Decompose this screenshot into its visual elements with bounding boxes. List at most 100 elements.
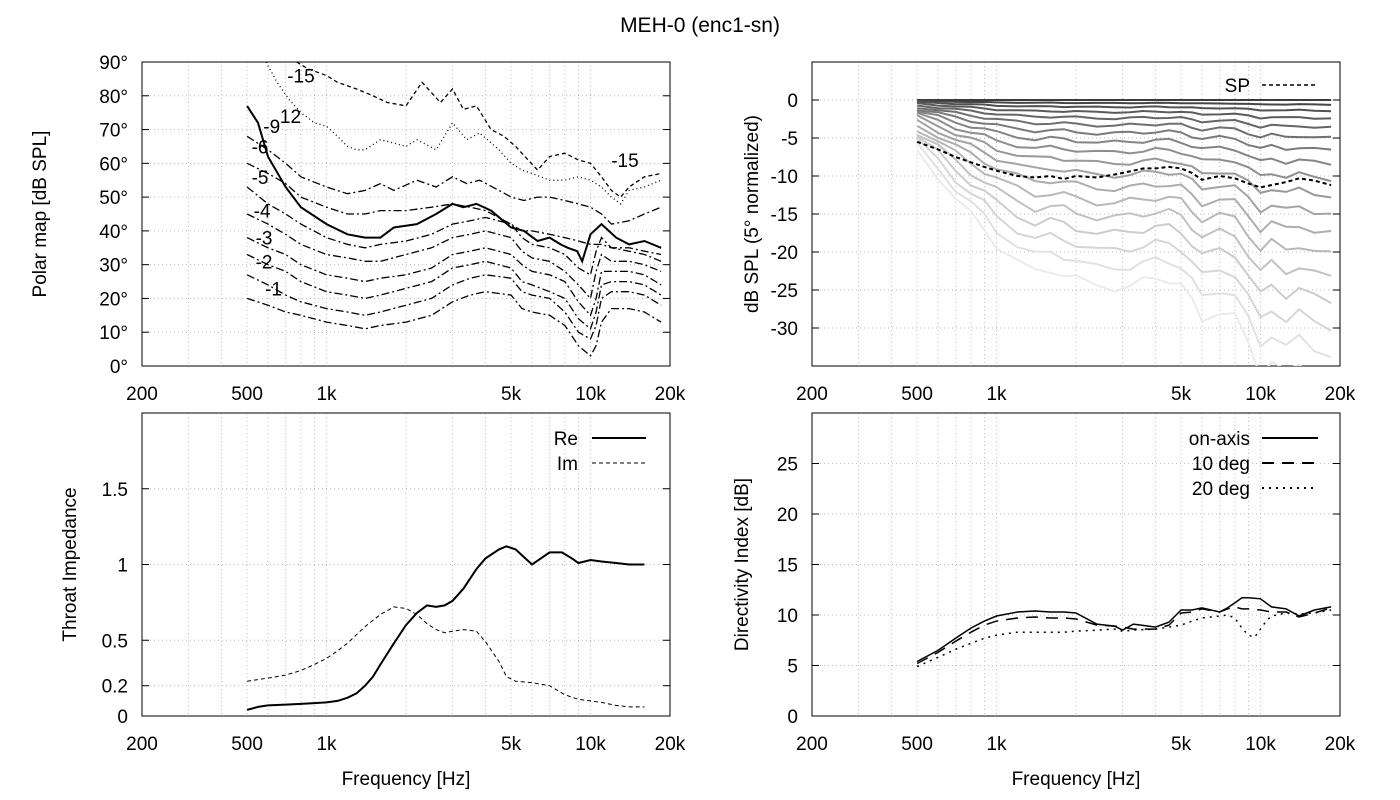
di-xtick-label: 20k [1325,734,1356,755]
di-xtick-label: 200 [796,734,828,755]
polar-series--6 [246,135,662,225]
polar-ytick-label: 90° [99,53,128,74]
polar-series-0a [246,253,662,330]
directivity-index-panel: 200 500 1k 5k 10k 20k 0 5 10 15 20 25 Directivity In… [732,412,1356,790]
impedance-xtick-label: 500 [231,734,263,755]
polar-ytick-label: 30° [99,256,128,277]
figure-title: MEH-0 (enc1-sn) [620,14,780,37]
polar-grid [142,62,670,366]
di-xtick-label: 10k [1245,734,1276,755]
polar-contour-label: -3 [256,229,273,250]
di-xtick-label: 500 [901,734,933,755]
polar-contour-label: -1 [265,279,282,300]
spl-normalized-panel: 200 500 1k 5k 10k 20k 0 -5 -10 -15 -20 -25 -30 dB SPL… [742,61,1356,405]
spl-ylabel: dB SPL (5° normalized) [742,115,763,313]
polar-map-panel: 200 500 1k 5k 10k 20k 0° 10° 20° 30° 40° 50° 60° 70° 8… [30,53,686,405]
spl-xtick-label: 20k [1325,384,1356,405]
di-xtick-label: 5k [1171,734,1192,755]
di-series-on-axis [916,597,1332,663]
polar-frame [141,61,671,367]
polar-series--4 [246,105,662,264]
polar-contour-label: -15 [287,67,314,88]
di-xtick-label: 1k [986,734,1007,755]
spl-ytick-label: -10 [771,167,798,188]
spl-angle-curve [916,135,1332,304]
impedance-series-Re [246,545,645,711]
impedance-xtick-label: 20k [655,734,686,755]
spl-xtick-label: 10k [1245,384,1276,405]
polar-xtick-label: 1k [316,384,337,405]
spl-angle-curve [916,130,1332,253]
polar-xtick-label: 10k [575,384,606,405]
polar-ytick-label: 70° [99,121,128,142]
polar-contour-label: 12 [280,107,301,128]
di-grid [812,413,1340,716]
impedance-xtick-label: 200 [126,734,158,755]
di-series-20 deg [916,609,1332,668]
spl-angle-curve [917,109,1332,151]
spl-legend-label: SP [1225,76,1250,97]
polar-series--9 [265,62,662,205]
polar-ytick-label: 40° [99,222,128,243]
di-ytick-label: 5 [787,657,798,678]
impedance-series-Im [247,606,645,708]
polar-contour-label: -9 [263,117,280,138]
spl-angle-curve [916,125,1332,234]
di-plot-area [916,597,1332,668]
polar-ytick-label: 0° [110,357,128,378]
spl-ytick-label: -20 [771,243,798,264]
polar-series--5 [246,162,662,256]
polar-contour-label: -2 [256,252,273,273]
spl-angle-curve [916,110,1332,166]
polar-series--2 [246,213,662,300]
polar-ytick-label: 10° [99,323,128,344]
polar-series--12 [296,62,662,198]
polar-xtick-label: 500 [231,384,263,405]
di-ytick-label: 0 [787,707,798,728]
spl-angle-curve [916,111,1332,183]
spl-angle-curve [916,102,1332,120]
polar-ylabel: Polar map [dB SPL] [30,131,51,298]
polar-plot-area [246,62,662,357]
polar-xtick-label: 5k [501,384,522,405]
di-frame [811,412,1341,717]
impedance-ylabel: Throat Impedance [60,487,81,641]
polar-contour-label: -6 [252,137,269,158]
polar-contour-label: -15 [611,151,638,172]
spl-ytick-label: -15 [771,205,798,226]
impedance-ytick-label: 0.5 [102,631,128,652]
di-legend-label: 10 deg [1192,454,1250,475]
polar-ytick-label: 50° [99,188,128,209]
spl-angle-curve [916,118,1332,216]
spl-angle-curve [916,149,1302,366]
polar-ytick-label: 80° [99,87,128,108]
impedance-xtick-label: 5k [501,734,522,755]
spl-frame [811,61,1341,367]
polar-series--1 [246,237,662,317]
impedance-legend-label: Re [554,429,578,450]
di-legend-label: 20 deg [1192,479,1250,500]
di-ytick-label: 15 [777,556,798,577]
di-ytick-label: 20 [777,505,798,526]
polar-ytick-label: 20° [99,289,128,310]
spl-angle-curve [916,134,1332,277]
polar-series--1low [246,291,662,357]
impedance-ytick-label: 1 [117,556,128,577]
spl-ytick-label: -30 [771,319,798,340]
spl-angle-curve [916,137,1332,332]
di-legend-label: on-axis [1189,429,1250,450]
impedance-xtick-label: 1k [316,734,337,755]
throat-impedance-panel: 200 500 1k 5k 10k 20k 0 0.2 0.5 1 1.5 Throat Impeda… [60,412,686,790]
spl-angle-curve [916,104,1332,129]
impedance-plot-area [246,545,645,711]
spl-angle-curve [917,100,1332,113]
polar-series-0b [246,274,662,340]
di-xlabel: Frequency [Hz] [1012,769,1141,790]
polar-contour-label: -5 [252,168,269,189]
spl-plot-area [916,99,1332,366]
spl-ytick-label: 0 [787,91,798,112]
impedance-xlabel: Frequency [Hz] [342,769,471,790]
polar-ytick-label: 60° [99,154,128,175]
impedance-ytick-label: 1.5 [102,480,128,501]
